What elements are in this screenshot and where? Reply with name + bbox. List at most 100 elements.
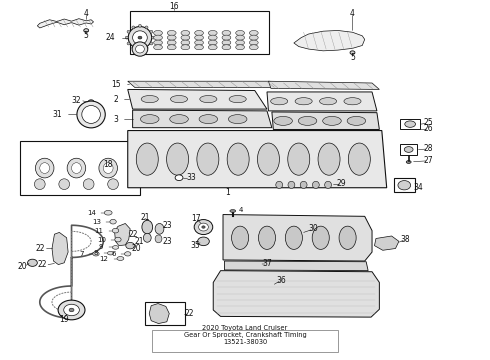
Ellipse shape	[222, 31, 231, 36]
Text: 28: 28	[423, 144, 433, 153]
Polygon shape	[115, 224, 130, 246]
Ellipse shape	[34, 179, 45, 189]
Ellipse shape	[295, 98, 312, 105]
Ellipse shape	[127, 30, 130, 33]
Ellipse shape	[104, 211, 112, 215]
Bar	[400, 144, 417, 155]
Ellipse shape	[270, 98, 288, 105]
Ellipse shape	[141, 114, 159, 123]
Ellipse shape	[249, 35, 258, 40]
Ellipse shape	[181, 45, 190, 50]
Ellipse shape	[103, 163, 113, 174]
Text: 38: 38	[400, 235, 410, 244]
Ellipse shape	[27, 259, 37, 266]
Ellipse shape	[150, 42, 153, 45]
Ellipse shape	[232, 226, 248, 249]
Polygon shape	[294, 31, 365, 51]
Text: 5: 5	[350, 53, 355, 62]
Ellipse shape	[138, 36, 142, 39]
Text: 27: 27	[423, 156, 433, 165]
Bar	[20, 140, 140, 195]
Ellipse shape	[88, 100, 94, 104]
Bar	[394, 179, 415, 192]
Polygon shape	[128, 131, 387, 188]
Polygon shape	[267, 92, 377, 111]
Text: 4: 4	[84, 9, 89, 18]
Text: 22: 22	[37, 260, 47, 269]
Polygon shape	[133, 110, 272, 128]
Ellipse shape	[115, 237, 121, 242]
Ellipse shape	[112, 246, 119, 249]
Text: 13: 13	[92, 219, 101, 225]
Ellipse shape	[127, 42, 130, 45]
Ellipse shape	[167, 40, 176, 45]
Ellipse shape	[195, 31, 203, 36]
Ellipse shape	[406, 161, 411, 163]
Ellipse shape	[249, 45, 258, 50]
Ellipse shape	[40, 163, 49, 174]
Ellipse shape	[288, 143, 310, 175]
Text: 15: 15	[111, 80, 121, 89]
Ellipse shape	[398, 181, 411, 190]
Ellipse shape	[318, 143, 340, 175]
Text: 1: 1	[225, 188, 230, 197]
Ellipse shape	[139, 24, 142, 27]
Polygon shape	[213, 271, 379, 317]
Ellipse shape	[229, 95, 246, 103]
Text: 20: 20	[18, 261, 27, 270]
Polygon shape	[223, 215, 372, 261]
Ellipse shape	[195, 40, 203, 45]
Ellipse shape	[126, 242, 135, 249]
Ellipse shape	[139, 48, 142, 51]
Ellipse shape	[350, 51, 355, 54]
Ellipse shape	[298, 116, 317, 125]
Ellipse shape	[405, 121, 416, 127]
Ellipse shape	[300, 181, 307, 188]
Polygon shape	[149, 303, 169, 324]
Ellipse shape	[257, 143, 279, 175]
Ellipse shape	[58, 300, 85, 320]
Ellipse shape	[208, 35, 217, 40]
Ellipse shape	[133, 31, 147, 44]
Ellipse shape	[276, 181, 283, 188]
Ellipse shape	[236, 31, 245, 36]
Polygon shape	[374, 236, 399, 250]
Bar	[130, 11, 270, 54]
Text: 29: 29	[337, 179, 346, 188]
Ellipse shape	[230, 210, 236, 212]
Text: 21: 21	[140, 212, 149, 221]
Text: 32: 32	[72, 96, 81, 105]
Ellipse shape	[117, 257, 124, 261]
Ellipse shape	[167, 143, 189, 175]
Text: 31: 31	[52, 110, 62, 119]
Ellipse shape	[145, 46, 148, 49]
Text: 34: 34	[414, 183, 423, 192]
Polygon shape	[224, 261, 368, 271]
Ellipse shape	[170, 114, 188, 123]
Ellipse shape	[110, 219, 116, 224]
Text: 9: 9	[99, 244, 103, 251]
Ellipse shape	[154, 45, 162, 50]
Text: 7: 7	[79, 251, 84, 257]
Ellipse shape	[150, 30, 153, 33]
Ellipse shape	[199, 114, 218, 123]
Ellipse shape	[208, 31, 217, 36]
Ellipse shape	[154, 35, 162, 40]
Text: 30: 30	[309, 224, 318, 233]
Text: 26: 26	[423, 124, 433, 133]
Ellipse shape	[171, 95, 188, 103]
Ellipse shape	[69, 308, 74, 312]
Ellipse shape	[323, 116, 341, 125]
Ellipse shape	[154, 31, 162, 36]
Ellipse shape	[154, 40, 162, 45]
Text: 3: 3	[113, 114, 118, 123]
Ellipse shape	[152, 36, 155, 39]
Bar	[400, 119, 420, 130]
Ellipse shape	[144, 233, 151, 242]
Polygon shape	[128, 89, 267, 109]
Ellipse shape	[175, 175, 183, 181]
Text: 22: 22	[184, 309, 194, 318]
Text: 8: 8	[94, 250, 98, 256]
Ellipse shape	[197, 237, 209, 246]
Text: 4: 4	[350, 9, 355, 18]
